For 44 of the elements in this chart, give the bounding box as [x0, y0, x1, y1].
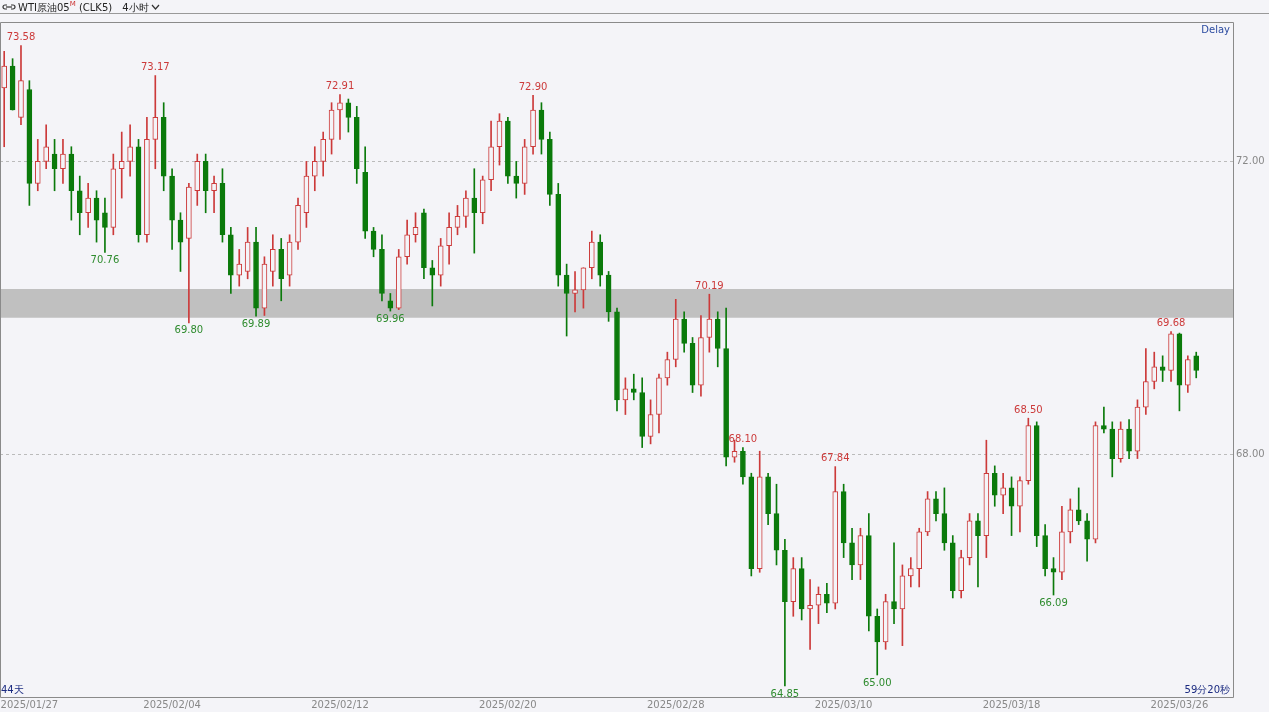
- annotation: 70.19: [695, 279, 724, 291]
- x-tick-label: 2025/02/28: [646, 698, 705, 710]
- candlestick: [471, 168, 478, 254]
- candlestick: [152, 75, 159, 170]
- annotation: 69.96: [376, 312, 405, 324]
- y-tick-label: 68.00: [1236, 448, 1265, 460]
- annotation: 68.10: [728, 433, 758, 445]
- candlestick: [1101, 406, 1107, 434]
- candlestick: [891, 542, 897, 624]
- annotation: 65.00: [862, 676, 892, 688]
- chart-title: WTI原油05$^{M}$ (CLK5): [18, 0, 113, 13]
- candlestick: [429, 260, 436, 307]
- chart-subtitle: 4小时: [122, 1, 149, 13]
- candlestick: [1, 51, 8, 148]
- annotation: 69.80: [174, 324, 204, 336]
- annotation: 59分20秒: [1184, 683, 1230, 695]
- annotation: 68.50: [1014, 403, 1043, 415]
- annotation: 44天: [1, 683, 24, 695]
- x-tick-label: 2025/02/04: [143, 698, 201, 710]
- annotation: 69.89: [241, 317, 271, 329]
- candlestick: [975, 513, 981, 588]
- candlestick: [572, 271, 578, 313]
- annotation: 72.91: [325, 80, 355, 92]
- candlestick: [337, 94, 343, 140]
- x-tick-label: 2025/01/27: [0, 698, 59, 710]
- candlestick: [513, 161, 520, 199]
- candlestick: [1000, 472, 1006, 514]
- annotation: 72.90: [518, 80, 548, 92]
- candlestick: [211, 175, 217, 214]
- candlestick: [118, 131, 125, 199]
- annotation: 73.17: [140, 61, 170, 73]
- y-tick-label: 72.00: [1236, 155, 1265, 166]
- annotation: Delay: [1201, 23, 1231, 35]
- x-tick-label: 2025/02/12: [311, 698, 369, 710]
- x-tick-label: 2025/03/18: [982, 698, 1041, 710]
- x-tick-label: 2025/03/26: [1150, 698, 1209, 710]
- annotation: 69.68: [1156, 317, 1186, 329]
- annotation: 70.76: [90, 253, 120, 265]
- x-tick-label: 2025/02/20: [479, 698, 537, 710]
- x-tick-label: 2025/03/10: [814, 698, 873, 710]
- annotation: 66.09: [1039, 596, 1068, 608]
- annotation: 64.85: [770, 687, 800, 699]
- annotation: 67.84: [820, 452, 850, 464]
- annotation: 73.58: [6, 31, 36, 43]
